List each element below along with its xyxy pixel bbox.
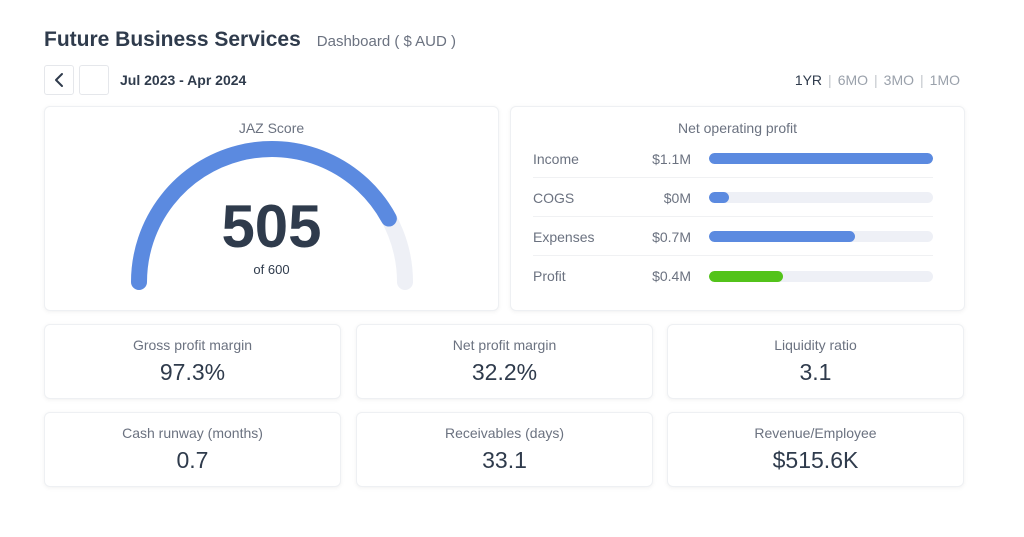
metric-card-cash-runway: Cash runway (months) 0.7 [44, 412, 341, 487]
nop-bar-track [709, 270, 933, 282]
jaz-score-gauge [131, 141, 413, 290]
jaz-score-max: of 600 [253, 262, 290, 277]
metric-label: Cash runway (months) [122, 425, 263, 441]
period-1mo[interactable]: 1MO [929, 72, 960, 88]
date-range: Jul 2023 - Apr 2024 [120, 72, 247, 88]
period-6mo[interactable]: 6MO [837, 72, 869, 88]
net-operating-profit-title: Net operating profit [677, 120, 798, 136]
metric-card-net-profit-margin: Net profit margin 32.2% [356, 324, 653, 399]
metric-label: Revenue/Employee [754, 425, 877, 441]
period-separator: | [920, 72, 924, 88]
period-3mo[interactable]: 3MO [883, 72, 915, 88]
nop-value: $0.7M [652, 228, 691, 245]
dashboard-subtitle: Dashboard ( $ AUD ) [316, 33, 457, 50]
nop-value: $1.1M [652, 150, 691, 167]
period-1yr[interactable]: 1YR [794, 72, 823, 88]
jaz-score-title: JAZ Score [238, 120, 305, 136]
next-period-button[interactable] [79, 65, 109, 95]
metric-label: Liquidity ratio [774, 337, 857, 353]
nop-value: $0.4M [652, 268, 691, 284]
period-separator: | [874, 72, 878, 88]
chevron-left-icon [55, 73, 63, 87]
nop-bar-fill [709, 270, 783, 282]
metric-card-receivables-days: Receivables (days) 33.1 [356, 412, 653, 487]
gauge-fill [131, 141, 397, 290]
nop-label: Expenses [533, 228, 595, 245]
metric-label: Receivables (days) [444, 425, 565, 441]
metric-value: 3.1 [799, 359, 832, 385]
nop-bar-track [709, 192, 933, 203]
nop-label: COGS [533, 189, 575, 206]
jaz-score-card: JAZ Score 505 of 600 [44, 106, 499, 311]
nop-row-expenses: Expenses $0.7M [533, 218, 933, 256]
net-operating-profit-card: Net operating profit Income $1.1M COGS $… [510, 106, 965, 311]
page-header: Future Business Services Dashboard ( $ A… [44, 28, 456, 52]
period-separator: | [828, 72, 832, 88]
metric-value: $515.6K [772, 447, 859, 473]
metric-value: 0.7 [176, 447, 209, 473]
jaz-score-value: 505 [221, 193, 322, 260]
nop-bar-fill [709, 153, 933, 164]
nop-bar-fill [709, 192, 730, 203]
nop-value: $0M [663, 189, 691, 206]
metric-label: Gross profit margin [132, 337, 253, 353]
nop-bar-track [709, 231, 933, 242]
metric-label: Net profit margin [452, 337, 557, 353]
nop-row-profit: Profit $0.4M [533, 257, 933, 295]
previous-period-button[interactable] [44, 65, 74, 95]
date-navigation: Jul 2023 - Apr 2024 1YR | 6MO | 3MO | 1M… [44, 65, 960, 95]
metric-card-gross-profit-margin: Gross profit margin 97.3% [44, 324, 341, 399]
metric-card-revenue-per-employee: Revenue/Employee $515.6K [667, 412, 964, 487]
nop-bar-track [709, 153, 933, 164]
nop-bar-fill [709, 231, 855, 242]
metric-value: 33.1 [482, 447, 527, 473]
company-name: Future Business Services [44, 28, 301, 51]
period-selector: 1YR | 6MO | 3MO | 1MO [795, 72, 960, 88]
nop-row-cogs: COGS $0M [533, 179, 933, 217]
metric-value: 32.2% [471, 359, 538, 385]
nop-label: Income [533, 150, 579, 167]
nop-row-income: Income $1.1M [533, 140, 933, 178]
metric-value: 97.3% [159, 359, 226, 385]
nop-label: Profit [533, 268, 566, 284]
metric-card-liquidity-ratio: Liquidity ratio 3.1 [667, 324, 964, 399]
